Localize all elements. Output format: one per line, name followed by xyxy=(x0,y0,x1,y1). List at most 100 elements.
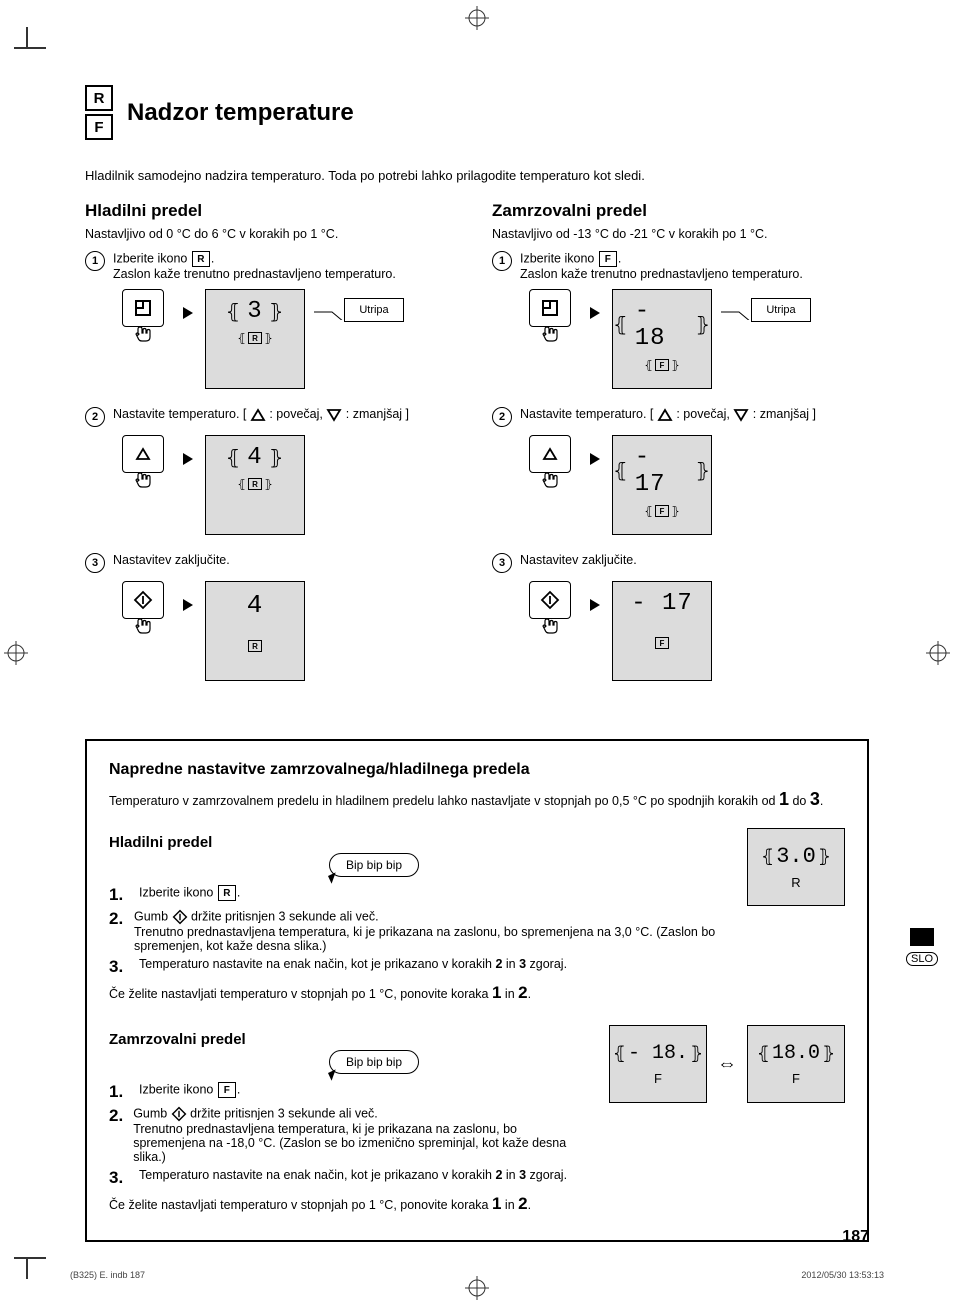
arrow-icon xyxy=(183,307,193,322)
r-icon: R xyxy=(218,885,236,901)
advanced-freezer-row: Zamrzovalni predel Bip bip bip 1. Izberi… xyxy=(109,1025,845,1214)
display-badge: R xyxy=(237,477,273,491)
language-tab: SLO xyxy=(906,928,938,966)
freezer-step-3: 3 Nastavitev zaključite. xyxy=(492,553,869,573)
callout-line xyxy=(721,310,751,320)
display-screen: 3.0 R xyxy=(747,828,845,906)
adv-freezer-step-1: 1. Izberite ikono F. xyxy=(109,1082,579,1102)
page-number: 187 xyxy=(842,1228,869,1246)
down-icon xyxy=(326,408,342,422)
footer-left: (B325) E. indb 187 xyxy=(70,1270,145,1280)
display-value: 3.0 xyxy=(761,844,831,869)
adv-fridge-step-2: 2. Gumb držite pritisnjen 3 sekunde ali … xyxy=(109,909,717,953)
menu-icon xyxy=(540,298,560,318)
hand-icon xyxy=(132,321,154,343)
double-arrow-icon: ⇔ xyxy=(717,1053,737,1076)
advanced-freezer-heading: Zamrzovalni predel xyxy=(109,1031,579,1048)
fridge-step-3: 3 Nastavitev zaključite. xyxy=(85,553,462,573)
freezer-heading: Zamrzovalni predel xyxy=(492,201,869,221)
up-icon xyxy=(542,447,558,461)
adv-fridge-step-1: 1. Izberite ikono R. xyxy=(109,885,717,905)
freezer-step-1: 1 Izberite ikono F. Zaslon kaže trenutno… xyxy=(492,251,869,281)
display-screen-a: - 18. F xyxy=(609,1025,707,1103)
up-icon xyxy=(657,408,673,422)
display-value: - 18. xyxy=(613,1042,703,1065)
crop-mark xyxy=(26,1257,28,1279)
language-label: SLO xyxy=(906,952,938,966)
f-icon: F xyxy=(599,251,617,267)
arrow-icon xyxy=(590,599,600,614)
hand-icon xyxy=(539,613,561,635)
beep-bubble: Bip bip bip xyxy=(329,1050,419,1074)
fridge-range: Nastavljivo od 0 °C do 6 °C v korakih po… xyxy=(85,227,462,241)
confirm-button-press xyxy=(522,581,578,635)
step-text: Izberite ikono F. Zaslon kaže trenutno p… xyxy=(520,251,803,281)
adv-fridge-step-3: 3. Temperaturo nastavite na enak način, … xyxy=(109,957,717,977)
display-value: 3 xyxy=(226,298,285,325)
freezer-panel-3: - 17 F xyxy=(522,581,869,681)
arrow-icon xyxy=(590,453,600,468)
display-badge: F xyxy=(654,1071,662,1086)
display-badge: F xyxy=(644,358,680,372)
adv-freezer-step-3: 3. Temperaturo nastavite na enak način, … xyxy=(109,1168,579,1188)
display-value: - 18 xyxy=(613,298,711,352)
registration-mark-icon xyxy=(4,641,28,665)
step-badge-2: 2 xyxy=(492,407,512,427)
step-badge-2: 2 xyxy=(85,407,105,427)
registration-mark-icon xyxy=(465,6,489,30)
step-text: Izberite ikono R. Zaslon kaže trenutno p… xyxy=(113,251,396,281)
fridge-panel-3: 4 R xyxy=(115,581,462,681)
beep-bubble: Bip bip bip xyxy=(329,853,419,877)
hand-icon xyxy=(132,613,154,635)
display-screen: 4 R xyxy=(205,581,305,681)
step-text: Nastavite temperaturo. [ : povečaj, : zm… xyxy=(520,407,816,422)
hand-icon xyxy=(539,467,561,489)
step-text: Nastavite temperaturo. [ : povečaj, : zm… xyxy=(113,407,409,422)
advanced-fridge-heading: Hladilni predel xyxy=(109,834,717,851)
diamond-icon xyxy=(133,590,153,610)
fridge-column: Hladilni predel Nastavljivo od 0 °C do 6… xyxy=(85,201,462,699)
crop-mark xyxy=(26,27,28,49)
fridge-panel-1: 3 R Utripa xyxy=(115,289,462,389)
menu-button-press xyxy=(115,289,171,343)
crop-mark xyxy=(14,1257,46,1259)
footer-right: 2012/05/30 13:53:13 xyxy=(801,1270,884,1280)
freezer-panel-1: - 18 F Utripa xyxy=(522,289,869,389)
menu-button-press xyxy=(522,289,578,343)
hand-icon xyxy=(539,321,561,343)
up-button-press xyxy=(522,435,578,489)
callout-label: Utripa xyxy=(751,298,811,322)
display-value: 18.0 xyxy=(757,1042,835,1065)
diamond-icon xyxy=(172,909,188,925)
freezer-column: Zamrzovalni predel Nastavljivo od -13 °C… xyxy=(492,201,869,699)
freezer-step-2: 2 Nastavite temperaturo. [ : povečaj, : … xyxy=(492,407,869,427)
title-row: R F Nadzor temperature xyxy=(85,85,869,140)
f-badge: F xyxy=(85,114,113,140)
adv-fridge-note: Če želite nastavljati temperaturo v stop… xyxy=(109,983,717,1003)
display-screen: 3 R Utripa xyxy=(205,289,305,389)
advanced-freezer-text: Zamrzovalni predel Bip bip bip 1. Izberi… xyxy=(109,1025,579,1214)
advanced-fridge-text: Hladilni predel Bip bip bip 1. Izberite … xyxy=(109,828,717,1003)
r-icon: R xyxy=(192,251,210,267)
step-badge-3: 3 xyxy=(85,553,105,573)
display-badge: F xyxy=(644,504,680,518)
fridge-step-2: 2 Nastavite temperaturo. [ : povečaj, : … xyxy=(85,407,462,427)
display-badge: R xyxy=(791,875,800,890)
advanced-fridge-row: Hladilni predel Bip bip bip 1. Izberite … xyxy=(109,828,845,1003)
display-badge: R xyxy=(248,640,262,652)
columns: Hladilni predel Nastavljivo od 0 °C do 6… xyxy=(85,201,869,699)
freezer-range: Nastavljivo od -13 °C do -21 °C v koraki… xyxy=(492,227,869,241)
adv-freezer-step-2: 2. Gumb držite pritisnjen 3 sekunde ali … xyxy=(109,1106,579,1164)
arrow-icon xyxy=(590,307,600,322)
fridge-panel-2: 4 R xyxy=(115,435,462,535)
display-screen: - 17 F xyxy=(612,435,712,535)
rf-badge-stack: R F xyxy=(85,85,113,140)
page-title: Nadzor temperature xyxy=(127,99,354,127)
intro-text: Hladilnik samodejno nadzira temperaturo.… xyxy=(85,168,869,183)
display-value: 4 xyxy=(226,444,285,471)
display-value: 4 xyxy=(247,590,264,620)
step-text: Nastavitev zaključite. xyxy=(520,553,637,567)
arrow-icon xyxy=(183,453,193,468)
display-value: - 17 xyxy=(613,444,711,498)
advanced-settings-box: Napredne nastavitve zamrzovalnega/hladil… xyxy=(85,739,869,1242)
